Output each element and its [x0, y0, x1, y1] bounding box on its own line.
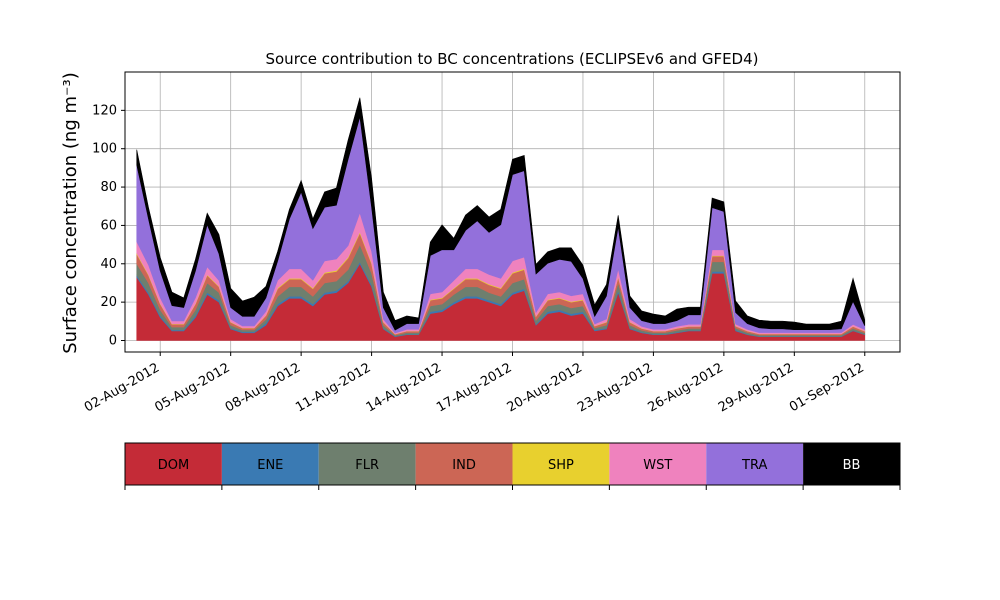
legend: DOM ENE FLR IND SHP WST TRA BB	[124, 442, 901, 490]
x-tick-label: 23-Aug-2012	[575, 360, 655, 415]
legend-label-ind: IND	[452, 458, 476, 473]
legend-label-wst: WST	[643, 458, 672, 473]
legend-swatch-ene	[221, 443, 319, 485]
chart-title: Source contribution to BC concentrations…	[265, 50, 758, 68]
x-tick-label: 26-Aug-2012	[646, 360, 726, 415]
legend-label-shp: SHP	[548, 458, 574, 473]
y-tick-label: 80	[100, 180, 117, 195]
legend-label-dom: DOM	[158, 458, 189, 473]
x-axis: 02-Aug-201205-Aug-201208-Aug-201211-Aug-…	[82, 352, 867, 416]
x-tick-label: 14-Aug-2012	[364, 360, 444, 415]
y-axis: 0 20 40 60 80 100 120	[92, 103, 125, 348]
legend-swatch-ind	[415, 443, 513, 485]
y-tick-label: 100	[92, 142, 117, 157]
y-tick-label: 40	[100, 257, 117, 272]
y-tick-label: 120	[92, 103, 117, 118]
x-tick-label: 08-Aug-2012	[223, 360, 303, 415]
x-tick-label: 17-Aug-2012	[434, 360, 514, 415]
legend-swatch-bb	[803, 443, 900, 485]
y-tick-label: 0	[109, 333, 117, 348]
x-tick-label: 11-Aug-2012	[293, 360, 373, 415]
x-tick-label: 05-Aug-2012	[152, 360, 232, 415]
y-axis-label: Surface concentration (ng m⁻³)	[60, 72, 81, 354]
legend-label-ene: ENE	[257, 458, 283, 473]
x-tick-label: 29-Aug-2012	[716, 360, 796, 415]
legend-swatch-flr	[318, 443, 416, 485]
x-tick-label: 02-Aug-2012	[82, 360, 162, 415]
legend-swatch-tra	[706, 443, 804, 485]
legend-swatch-wst	[609, 443, 707, 485]
legend-swatch-shp	[512, 443, 610, 485]
legend-label-flr: FLR	[355, 458, 379, 473]
area-bb	[136, 97, 866, 331]
legend-swatch-dom	[125, 443, 222, 485]
x-tick-label: 20-Aug-2012	[505, 360, 585, 415]
stacked-areas	[136, 97, 866, 341]
legend-label-bb: BB	[843, 458, 861, 473]
legend-label-tra: TRA	[741, 458, 767, 473]
y-tick-label: 60	[100, 218, 117, 233]
x-tick-label: 01-Sep-2012	[787, 360, 867, 415]
y-tick-label: 20	[100, 295, 117, 310]
